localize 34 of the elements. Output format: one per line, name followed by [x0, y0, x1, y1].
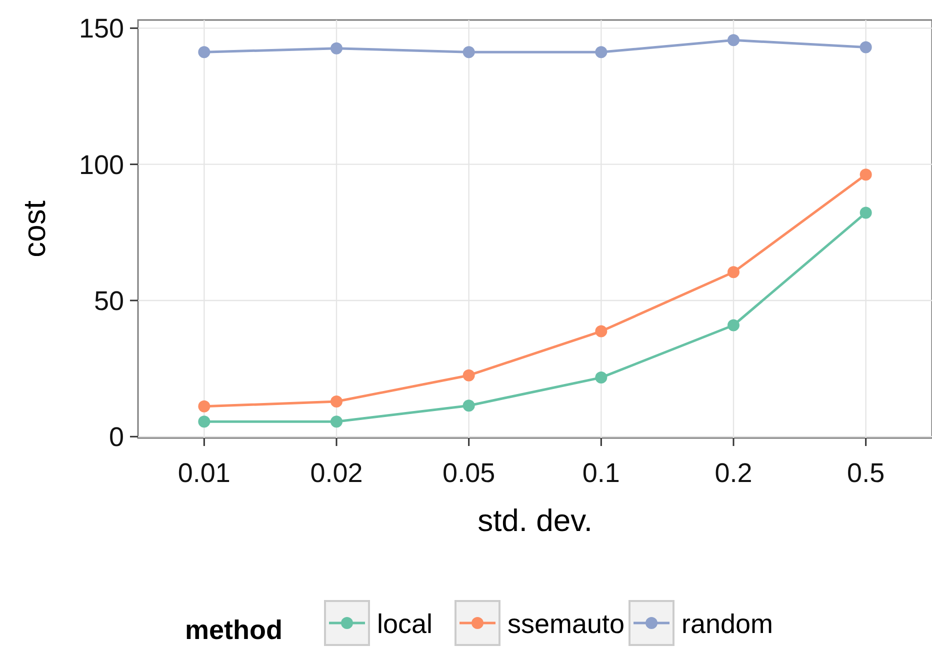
- point: [728, 34, 740, 46]
- point: [198, 416, 210, 428]
- legend-label: ssemauto: [508, 609, 625, 639]
- y-tick-label: 100: [78, 150, 124, 180]
- legend-label: random: [682, 609, 774, 639]
- point: [860, 41, 872, 54]
- point: [198, 46, 210, 58]
- x-tick-label: 0.02: [310, 458, 363, 488]
- y-axis-title: cost: [17, 200, 52, 258]
- point: [595, 325, 608, 338]
- x-tick-label: 0.5: [847, 458, 885, 488]
- point: [462, 46, 475, 58]
- point: [595, 46, 608, 58]
- point: [198, 400, 210, 412]
- y-tick-label: 50: [94, 286, 124, 316]
- x-tick-label: 0.05: [442, 458, 496, 488]
- legend-title: method: [185, 615, 282, 645]
- point: [728, 319, 740, 332]
- x-tick-label: 0.1: [582, 458, 620, 488]
- point: [330, 42, 342, 54]
- point: [860, 206, 872, 219]
- point: [462, 400, 475, 412]
- point: [330, 396, 342, 408]
- legend-label: local: [377, 609, 433, 639]
- x-tick-label: 0.2: [714, 458, 752, 488]
- point: [462, 369, 475, 382]
- point: [860, 168, 872, 181]
- x-axis-title: std. dev.: [478, 503, 592, 538]
- y-tick-label: 150: [78, 14, 124, 44]
- y-tick-label: 0: [108, 422, 124, 452]
- point: [330, 416, 342, 428]
- point: [728, 266, 740, 278]
- x-tick-label: 0.01: [178, 458, 230, 488]
- point: [595, 372, 608, 384]
